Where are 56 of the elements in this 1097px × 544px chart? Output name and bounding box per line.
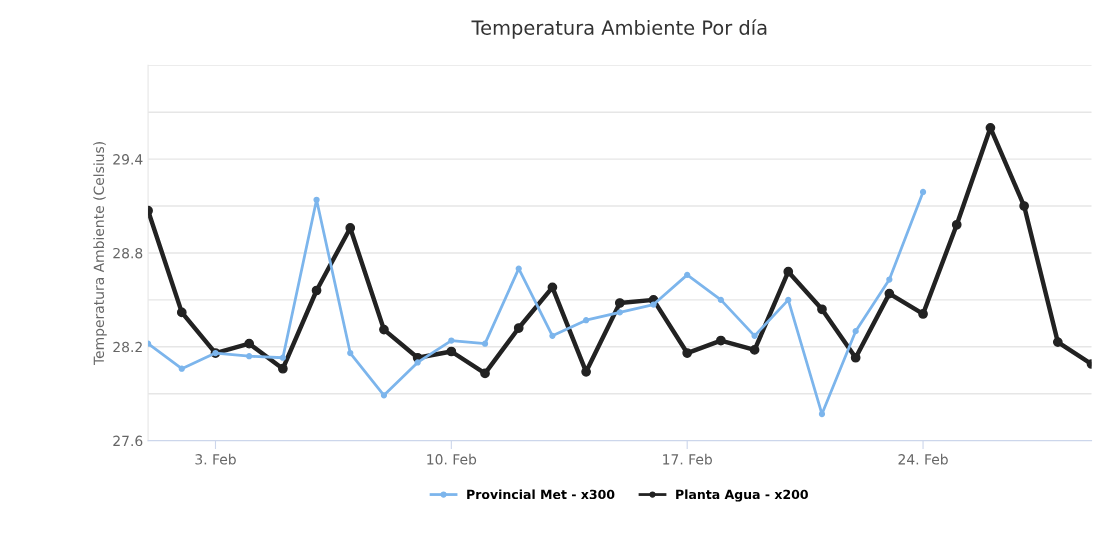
point: [919, 188, 927, 196]
x-tick-label: 10. Feb: [427, 453, 477, 465]
point: [448, 337, 455, 344]
point: [684, 271, 691, 278]
legend-label: Planta Agua - x200: [676, 489, 808, 502]
point: [481, 340, 489, 347]
point: [1052, 337, 1063, 347]
x-tick-label: 17. Feb: [663, 453, 712, 465]
point: [785, 296, 792, 304]
point: [279, 354, 286, 361]
point: [446, 346, 457, 357]
point: [313, 196, 320, 203]
y-tick-label: 28.2: [113, 341, 142, 353]
point: [1019, 201, 1029, 211]
x-tick-label: 3. Feb: [195, 453, 236, 465]
point: [716, 335, 726, 346]
point: [547, 282, 558, 293]
legend-label: Provincial Met - x300: [467, 489, 615, 500]
point: [886, 276, 893, 283]
point: [817, 304, 827, 315]
point: [345, 223, 356, 233]
point: [918, 309, 928, 319]
point: [749, 345, 760, 355]
x-tick-label: 24. Feb: [898, 453, 948, 465]
point: [244, 338, 255, 349]
y-tick-label: 28.8: [113, 247, 143, 259]
point: [379, 324, 389, 335]
point: [515, 265, 522, 272]
point: [783, 266, 794, 277]
y-tick-label: 27.6: [113, 435, 143, 447]
point: [616, 309, 623, 316]
point: [178, 365, 185, 372]
point: [380, 392, 388, 399]
point: [614, 298, 625, 308]
point: [751, 332, 758, 339]
point: [682, 348, 693, 358]
y-axis-title: Temperatura Ambiente (Celsius): [93, 142, 107, 366]
point: [582, 317, 590, 324]
point: [717, 296, 725, 304]
point: [513, 323, 524, 333]
point: [176, 307, 187, 318]
point: [818, 410, 826, 418]
point: [549, 332, 556, 339]
point: [951, 219, 962, 230]
point: [347, 349, 354, 357]
point: [884, 288, 895, 299]
point: [311, 285, 322, 296]
point: [852, 328, 859, 335]
point: [246, 353, 253, 360]
chart-title: Temperatura Ambiente Por día: [471, 19, 767, 39]
point: [414, 359, 421, 366]
point: [650, 301, 657, 308]
point: [480, 368, 490, 379]
point: [278, 363, 288, 374]
y-tick-label: 29.4: [113, 154, 143, 165]
point: [850, 352, 861, 363]
